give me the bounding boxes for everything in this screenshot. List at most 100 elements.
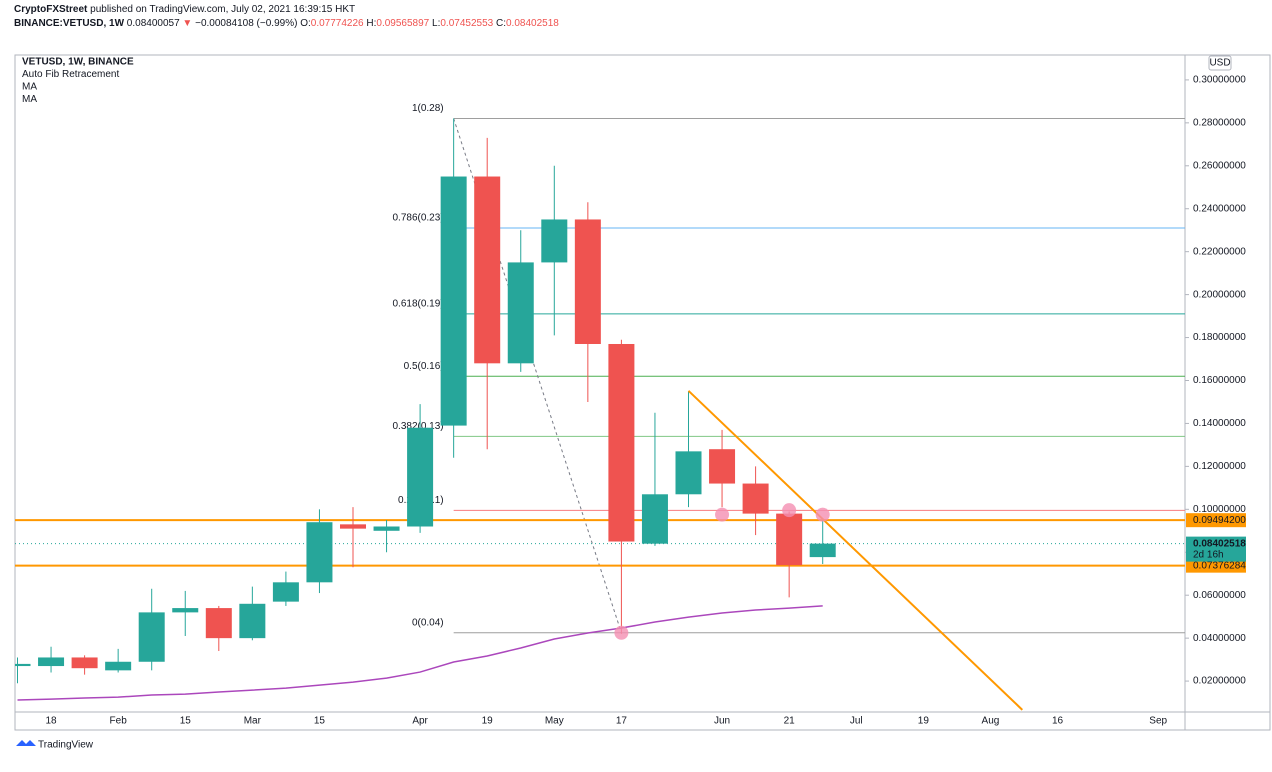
price-label-box bbox=[1186, 558, 1246, 573]
candle-body bbox=[709, 449, 736, 484]
header-line: BINANCE:VETUSD, 1W 0.08400057 ▼ −0.00084… bbox=[14, 17, 559, 31]
candle-body bbox=[138, 612, 165, 662]
x-tick-label: Feb bbox=[110, 716, 128, 727]
published: published on TradingView.com, July 02, 2… bbox=[90, 4, 356, 15]
x-tick-label: 19 bbox=[482, 716, 494, 727]
y-tick-label: 0.24000000 bbox=[1193, 203, 1246, 214]
fib-label: 0.382(0.13) bbox=[392, 421, 443, 432]
marker bbox=[782, 503, 797, 518]
y-tick-label: 0.12000000 bbox=[1193, 461, 1246, 472]
fib-label: 0.5(0.16) bbox=[404, 361, 444, 372]
header: CryptoFXStreet published on TradingView.… bbox=[14, 3, 559, 31]
fib-label: 1(0.28) bbox=[412, 103, 444, 114]
candle-body bbox=[574, 219, 601, 344]
candle-body bbox=[407, 427, 434, 527]
y-tick-label: 0.04000000 bbox=[1193, 633, 1246, 644]
candle-body bbox=[306, 522, 333, 583]
change: −0.00084108 (−0.99%) bbox=[195, 18, 298, 29]
y-tick-label: 0.16000000 bbox=[1193, 375, 1246, 386]
marker bbox=[715, 507, 730, 522]
open: 0.07774226 bbox=[310, 18, 364, 29]
candle-body bbox=[776, 513, 803, 566]
x-tick-label: Mar bbox=[244, 716, 262, 727]
close: 0.08402518 bbox=[505, 18, 559, 29]
ma-line bbox=[17, 605, 823, 701]
symbol: BINANCE:VETUSD, 1W bbox=[14, 18, 125, 29]
x-tick-label: May bbox=[545, 716, 564, 727]
last-price-box bbox=[1186, 536, 1246, 562]
x-tick-label: Aug bbox=[982, 716, 1000, 727]
currency: USD bbox=[1209, 58, 1230, 69]
candle-body bbox=[373, 526, 400, 531]
arrow: ▼ bbox=[182, 18, 193, 29]
publisher: CryptoFXStreet bbox=[14, 4, 88, 15]
logo bbox=[16, 740, 36, 746]
candle-body bbox=[15, 663, 31, 667]
l-label: L: bbox=[432, 18, 441, 29]
y-tick-label: 0.06000000 bbox=[1193, 590, 1246, 601]
y-tick-label: 0.14000000 bbox=[1193, 418, 1246, 429]
candle-body bbox=[541, 219, 568, 263]
y-tick-label: 0.30000000 bbox=[1193, 75, 1246, 86]
trendline bbox=[687, 390, 1024, 711]
legend-entry: MA bbox=[22, 82, 37, 93]
candle-body bbox=[71, 657, 98, 669]
price-label-box bbox=[1186, 513, 1246, 528]
c-label: C: bbox=[495, 18, 506, 29]
candle-body bbox=[641, 494, 668, 544]
candle-body bbox=[340, 524, 366, 529]
fib-label: 0.618(0.19) bbox=[392, 299, 443, 310]
x-tick-label: Apr bbox=[412, 716, 428, 727]
candle-body bbox=[105, 661, 132, 671]
countdown: 2d 16h bbox=[1193, 549, 1224, 560]
h-label: H: bbox=[366, 18, 377, 29]
marker bbox=[815, 507, 830, 522]
legend-entry: VETUSD, 1W, BINANCE bbox=[22, 57, 134, 68]
fib-label: 0(0.04) bbox=[412, 617, 444, 628]
header-line: CryptoFXStreet published on TradingView.… bbox=[14, 3, 559, 17]
fib-label: 0.786(0.23) bbox=[392, 213, 443, 224]
y-tick-label: 0.20000000 bbox=[1193, 289, 1246, 300]
x-tick-label: 17 bbox=[616, 716, 628, 727]
brand: TradingView bbox=[38, 740, 94, 751]
x-tick-label: 16 bbox=[1052, 716, 1064, 727]
candle-body bbox=[272, 582, 299, 602]
y-tick-label: 0.22000000 bbox=[1193, 246, 1246, 257]
x-tick-label: Sep bbox=[1149, 716, 1167, 727]
y-tick-label: 0.10000000 bbox=[1193, 504, 1246, 515]
candle-body bbox=[239, 603, 266, 639]
y-tick-label: 0.02000000 bbox=[1193, 676, 1246, 687]
candle-body bbox=[608, 343, 635, 542]
x-tick-label: 21 bbox=[784, 716, 796, 727]
o-label: O: bbox=[300, 18, 311, 29]
candle-body bbox=[507, 262, 534, 364]
candle-body bbox=[675, 451, 702, 495]
price-label: 0.07376284 bbox=[1193, 560, 1246, 571]
candle-body bbox=[172, 608, 199, 613]
legend-entry: Auto Fib Retracement bbox=[22, 69, 119, 80]
candle-body bbox=[474, 176, 501, 364]
last: 0.08400057 bbox=[126, 18, 180, 29]
x-tick-label: 15 bbox=[180, 716, 192, 727]
x-tick-label: 19 bbox=[918, 716, 930, 727]
price-label: 0.09494200 bbox=[1193, 515, 1246, 526]
frame bbox=[14, 54, 1271, 731]
x-tick-label: Jun bbox=[714, 716, 730, 727]
x-tick-label: 18 bbox=[45, 716, 57, 727]
high: 0.09565897 bbox=[376, 18, 430, 29]
plot: 1(0.28) 0.786(0.23) 0.618(0.19) 0.5(0.16) 0.… bbox=[15, 103, 1185, 711]
candle-body bbox=[809, 543, 836, 558]
legend-entry: MA bbox=[22, 94, 37, 105]
candle-body bbox=[742, 483, 769, 514]
y-tick-label: 0.26000000 bbox=[1193, 160, 1246, 171]
marker bbox=[614, 625, 629, 640]
currency-box bbox=[1208, 55, 1232, 71]
last-price-label: 0.08402518 bbox=[1193, 538, 1246, 549]
y-tick-label: 0.28000000 bbox=[1193, 117, 1246, 128]
candle-body bbox=[440, 176, 467, 426]
y-tick-label: 0.18000000 bbox=[1193, 332, 1246, 343]
x-tick-label: 15 bbox=[314, 716, 326, 727]
